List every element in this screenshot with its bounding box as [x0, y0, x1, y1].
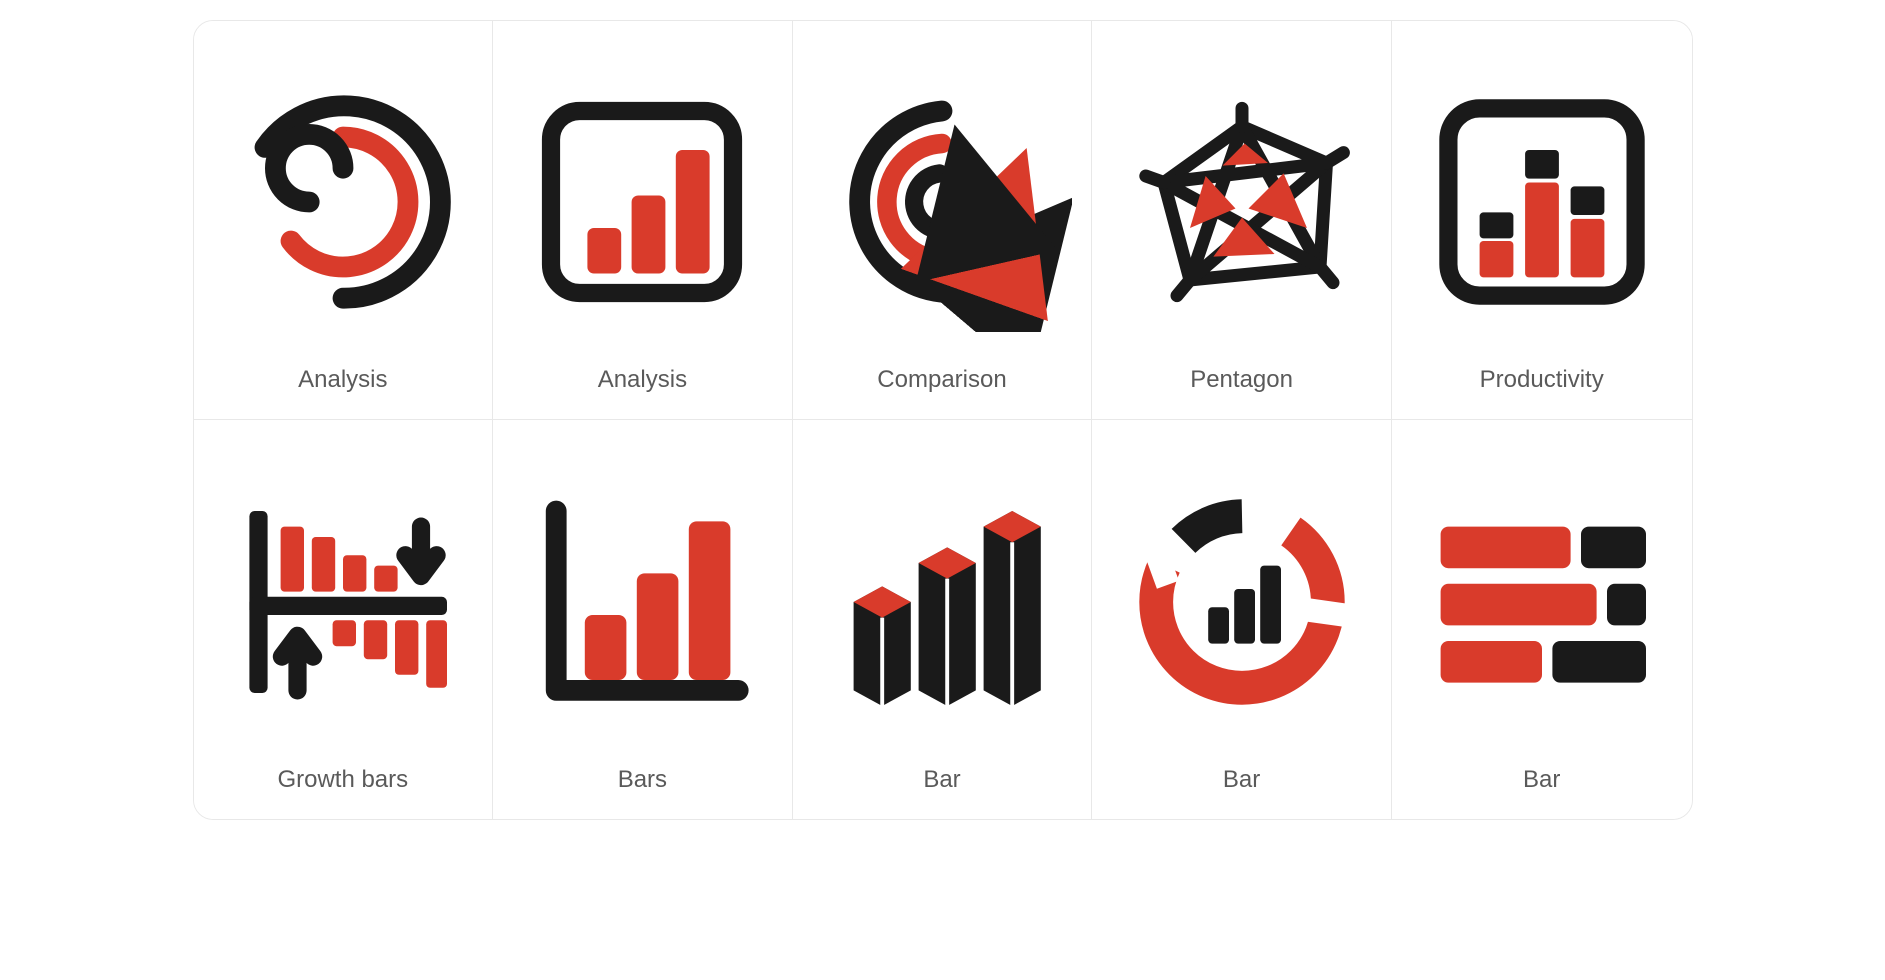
icon-cell-pentagon: Pentagon	[1092, 21, 1392, 420]
icon-cell-productivity: Productivity	[1392, 21, 1692, 420]
icon-label: Productivity	[1480, 366, 1604, 394]
icon-label: Bars	[618, 766, 667, 794]
icon-label: Bar	[1223, 766, 1260, 794]
icon-grid: Analysis Analysis	[193, 20, 1693, 820]
icon-label: Bar	[923, 766, 960, 794]
icon-cell-growth-bars: Growth bars	[194, 420, 494, 819]
icon-cell-bar-horizontal: Bar	[1392, 420, 1692, 819]
icon-label: Comparison	[877, 366, 1006, 394]
icon-cell-bar-3d: Bar	[793, 420, 1093, 819]
bars-icon	[508, 445, 777, 758]
icon-label: Bar	[1523, 766, 1560, 794]
bar-donut-icon	[1107, 445, 1376, 758]
productivity-icon	[1407, 46, 1677, 358]
icon-cell-bar-donut: Bar	[1092, 420, 1392, 819]
icon-cell-analysis-box: Analysis	[493, 21, 793, 420]
icon-label: Analysis	[598, 366, 687, 394]
icon-cell-bars: Bars	[493, 420, 793, 819]
analysis-box-bars-icon	[508, 46, 777, 358]
icon-cell-analysis-radial: Analysis	[194, 21, 494, 420]
analysis-radial-icon	[209, 46, 478, 358]
icon-label: Growth bars	[277, 766, 408, 794]
icon-label: Analysis	[298, 366, 387, 394]
icon-label: Pentagon	[1190, 366, 1293, 394]
bar-horizontal-icon	[1407, 445, 1677, 758]
growth-bars-icon	[209, 445, 478, 758]
pentagon-icon	[1107, 46, 1376, 358]
comparison-icon	[808, 46, 1077, 358]
bar-3d-icon	[808, 445, 1077, 758]
icon-cell-comparison: Comparison	[793, 21, 1093, 420]
